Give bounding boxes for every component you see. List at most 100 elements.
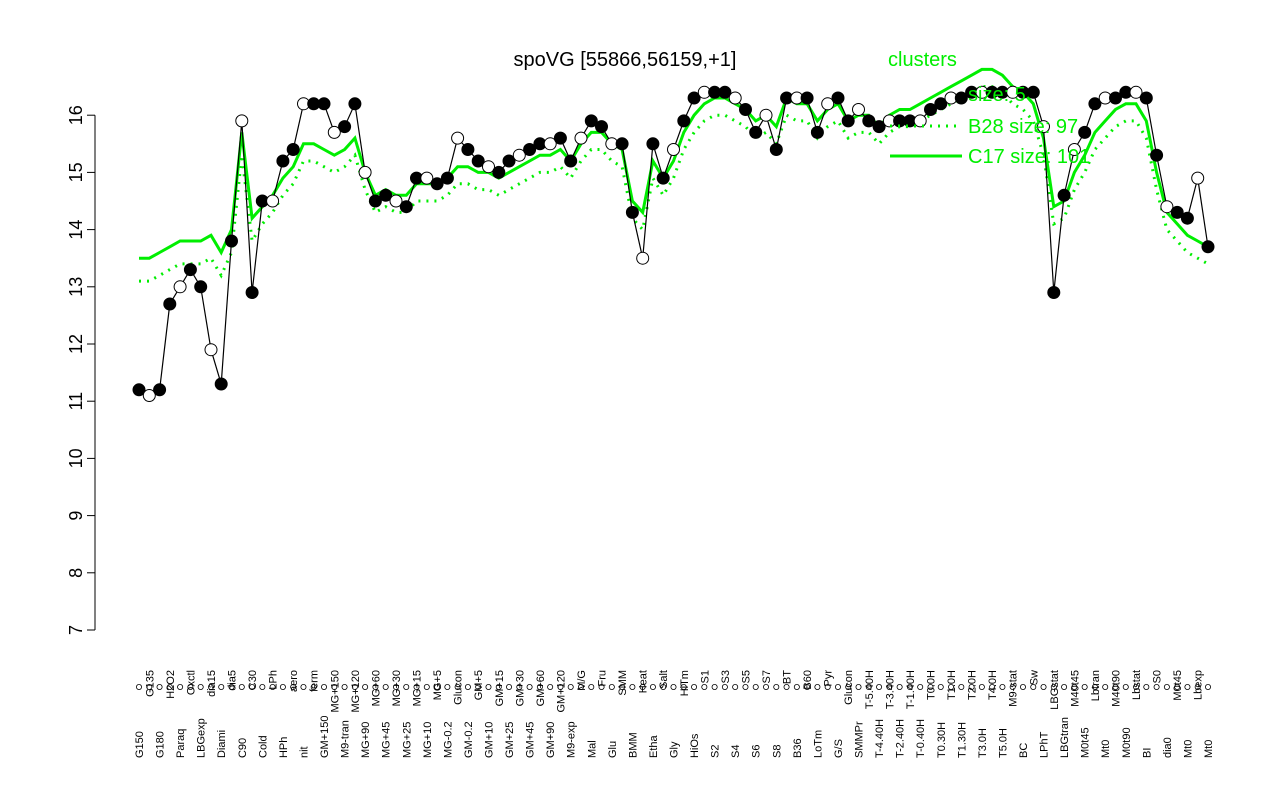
x-tick-label: S0	[1152, 670, 1164, 683]
x-tick-marker	[1133, 684, 1140, 691]
x-tick-marker	[1030, 684, 1037, 691]
x-tick-label: T-5.40H	[864, 670, 876, 709]
x-tick-label: C90	[237, 738, 249, 758]
x-tick-marker	[1143, 684, 1150, 691]
y-tick-label: 10	[66, 448, 86, 468]
x-tick-marker	[516, 684, 523, 691]
data-point	[852, 103, 865, 116]
x-tick-marker	[906, 684, 913, 691]
x-tick-label: Cold	[257, 735, 269, 758]
x-tick-marker	[1091, 684, 1098, 691]
data-point	[430, 177, 444, 191]
data-point	[913, 114, 927, 128]
x-tick-label: C30	[247, 670, 259, 690]
x-tick-marker	[886, 684, 893, 691]
x-tick-label: dia15	[206, 670, 218, 697]
x-tick-label: Mt0	[1182, 740, 1194, 758]
x-tick-marker	[434, 684, 441, 691]
y-tick-label: 14	[66, 220, 86, 240]
data-point	[183, 263, 197, 277]
x-tick-marker	[403, 684, 410, 691]
x-tick-label: Gly	[669, 741, 681, 758]
x-tick-label: MG+150	[329, 670, 341, 713]
data-point	[553, 131, 567, 145]
x-tick-marker	[680, 684, 687, 691]
x-tick-label: G/S	[833, 739, 845, 758]
x-tick-marker	[166, 684, 173, 691]
data-point	[142, 389, 156, 402]
x-tick-label: GM+150	[319, 716, 331, 759]
x-tick-marker	[978, 684, 985, 691]
x-tick-marker	[989, 684, 996, 691]
x-tick-label: B60	[802, 670, 814, 690]
x-axis: G150 G135 G180 H2O2 Paraq Oxctl LBGexp dia15 Dia…	[134, 670, 1215, 758]
cluster-line-b28	[139, 85, 1209, 283]
data-point	[317, 97, 331, 111]
x-tick-marker	[711, 684, 718, 691]
data-point	[451, 131, 465, 145]
x-tick-label: T3.0H	[977, 728, 989, 758]
x-tick-label: nit	[298, 746, 310, 758]
y-tick-label: 7	[66, 625, 86, 635]
x-tick-marker	[464, 684, 471, 691]
legend: clusters size: 5 B28 size: 97 C17 size: …	[888, 49, 1090, 168]
data-point	[482, 160, 495, 174]
legend-entry-size: size: 5	[968, 84, 1026, 106]
x-tick-label: HPh	[278, 737, 290, 758]
data-point	[276, 154, 290, 168]
x-tick-label: Lbtran	[1090, 670, 1102, 701]
x-tick-label: BMM	[627, 732, 639, 758]
y-tick-label: 8	[66, 568, 86, 578]
x-tick-marker	[156, 684, 163, 691]
x-tick-marker	[1061, 684, 1068, 691]
x-tick-marker	[577, 684, 584, 691]
data-point	[512, 148, 526, 162]
x-tick-label: Salt	[658, 670, 670, 689]
x-tick-label: Etha	[648, 734, 660, 758]
x-tick-marker	[557, 684, 564, 691]
x-tick-marker	[300, 684, 307, 691]
x-tick-marker	[732, 684, 739, 691]
x-tick-marker	[1112, 684, 1119, 691]
x-tick-label: LoTm	[812, 730, 824, 758]
x-tick-marker	[773, 684, 780, 691]
x-tick-marker	[310, 684, 317, 691]
data-point	[625, 205, 639, 219]
x-tick-label: T1.0H	[946, 670, 958, 700]
x-tick-marker	[485, 684, 492, 691]
x-tick-marker	[670, 684, 677, 691]
x-tick-label: GM+10	[483, 722, 495, 758]
x-tick-label: LBGtran	[1059, 717, 1071, 758]
x-tick-marker	[968, 684, 975, 691]
x-tick-label: G150	[134, 731, 146, 758]
x-tick-label: Heat	[638, 670, 650, 693]
data-point	[1150, 148, 1164, 162]
x-tick-label: GM+30	[514, 670, 526, 706]
data-point	[841, 114, 855, 128]
data-point	[636, 251, 650, 265]
data-series-group	[132, 85, 1215, 402]
x-tick-marker	[660, 684, 667, 691]
x-tick-label: M0t45	[1080, 727, 1092, 758]
x-tick-label: T4.0H	[987, 670, 999, 700]
x-tick-marker	[1040, 684, 1047, 691]
data-point	[348, 97, 362, 111]
data-point	[862, 114, 876, 128]
x-tick-label: BI	[1141, 748, 1153, 758]
y-tick-label: 11	[66, 392, 86, 411]
data-point	[502, 154, 516, 168]
data-point	[667, 143, 680, 156]
x-tick-label: T-1.40H	[905, 670, 917, 709]
x-tick-marker	[865, 684, 872, 691]
data-point	[739, 103, 752, 116]
data-point	[677, 114, 691, 128]
x-tick-label: GM+25	[504, 722, 516, 758]
data-point	[420, 171, 434, 185]
x-tick-marker	[1102, 684, 1109, 691]
x-tick-marker	[218, 684, 225, 691]
x-tick-marker	[1019, 684, 1026, 691]
x-tick-marker	[238, 684, 245, 691]
x-tick-marker	[526, 684, 533, 691]
x-tick-marker	[752, 684, 759, 691]
x-tick-marker	[362, 684, 369, 691]
